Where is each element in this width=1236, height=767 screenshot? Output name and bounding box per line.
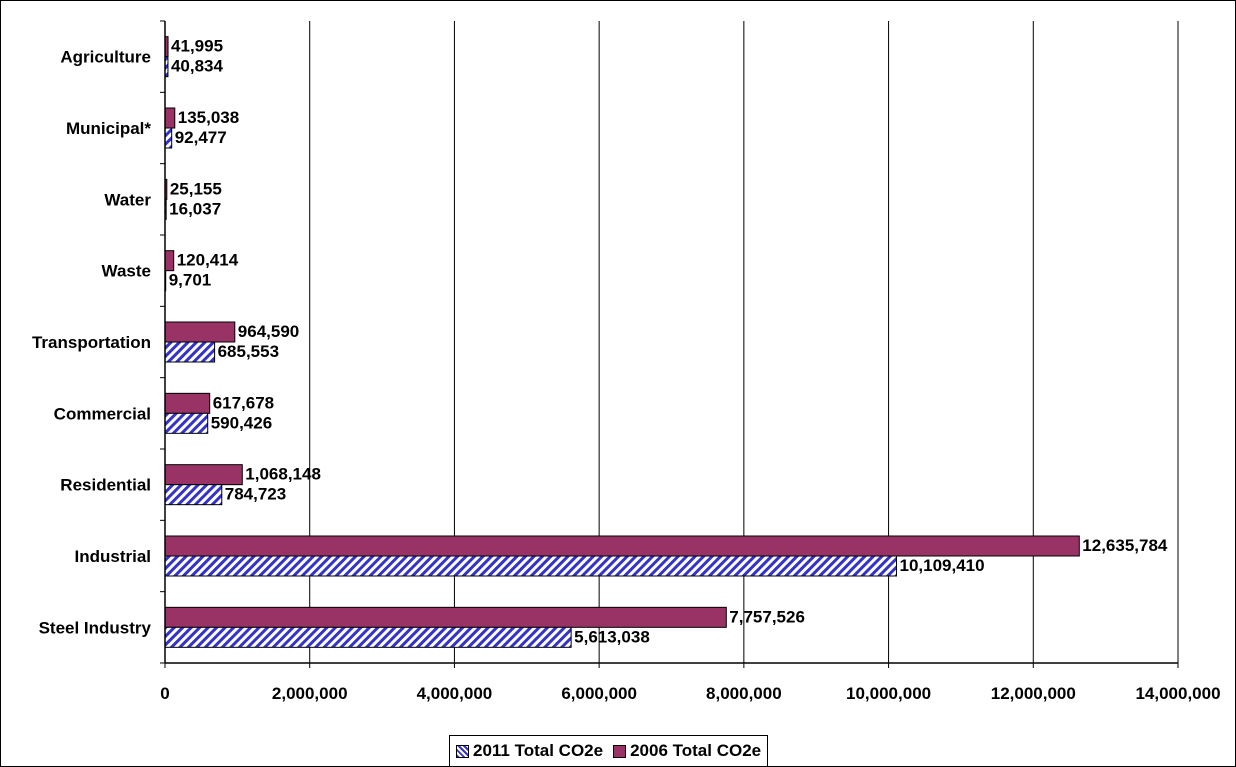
data-label-2011: 16,037: [169, 199, 221, 218]
data-label-2011: 10,109,410: [899, 556, 984, 575]
legend-swatch-2006: [613, 744, 627, 758]
data-label-2006: 1,068,148: [245, 465, 321, 484]
category-label: Transportation: [32, 333, 151, 352]
category-label: Water: [104, 190, 151, 209]
legend-entry-2011: 2011 Total CO2e: [456, 741, 603, 761]
bar-2006: [164, 107, 176, 129]
x-tick-label: 10,000,000: [846, 684, 931, 703]
data-label-2011: 590,426: [211, 413, 272, 432]
bar-2006: [164, 535, 1080, 557]
legend: 2011 Total CO2e 2006 Total CO2e: [449, 735, 769, 767]
category-label: Commercial: [54, 404, 151, 423]
legend-swatch-2011: [456, 744, 469, 758]
bar-2006: [164, 606, 727, 628]
bar-2011: [164, 341, 216, 363]
bars: [164, 36, 1080, 648]
data-label-2006: 41,995: [171, 37, 223, 56]
category-label: Municipal*: [66, 119, 151, 138]
data-label-2006: 7,757,526: [729, 607, 805, 626]
category-label: Residential: [60, 476, 151, 495]
axes: 0 2,000,000 4,000,000 6,000,000 8,000,000 10,…: [32, 20, 1221, 703]
data-label-2011: 9,701: [169, 271, 212, 290]
x-tick-label: 14,000,000: [1135, 684, 1220, 703]
bar-2011: [164, 127, 173, 149]
category-label: Industrial: [74, 547, 151, 566]
data-label-2011: 40,834: [171, 57, 224, 76]
bar-2006: [164, 250, 175, 272]
x-tick-label: 2,000,000: [272, 684, 348, 703]
x-tick-label: 12,000,000: [991, 684, 1076, 703]
data-label-2011: 685,553: [218, 342, 279, 361]
bar-2011: [164, 626, 572, 648]
bar-2011: [164, 412, 209, 434]
data-label-2011: 784,723: [225, 485, 286, 504]
data-label-2011: 5,613,038: [574, 627, 650, 646]
data-labels: 7,757,526 5,613,038 12,635,784 10,109,410 1,…: [169, 37, 1168, 647]
x-tick-label: 4,000,000: [417, 684, 493, 703]
data-label-2006: 12,635,784: [1082, 536, 1168, 555]
data-label-2006: 964,590: [238, 322, 299, 341]
x-tick-label: 8,000,000: [706, 684, 782, 703]
category-label: Steel Industry: [39, 618, 152, 637]
data-label-2006: 617,678: [213, 393, 274, 412]
legend-entry-2006: 2006 Total CO2e: [613, 741, 761, 761]
bar-2006: [164, 392, 211, 414]
legend-label-2006: 2006 Total CO2e: [630, 741, 762, 760]
data-label-2006: 25,155: [170, 179, 222, 198]
data-label-2006: 135,038: [178, 108, 239, 127]
category-label: Agriculture: [60, 48, 151, 67]
bar-2006: [164, 464, 243, 486]
legend-label-2011: 2011 Total CO2e: [473, 741, 604, 760]
bar-2011: [164, 555, 897, 577]
data-label-2011: 92,477: [175, 128, 227, 147]
x-tick-label: 6,000,000: [561, 684, 637, 703]
x-tick-label: 0: [160, 684, 169, 703]
bar-chart: 0 2,000,000 4,000,000 6,000,000 8,000,000 10,…: [32, 20, 1221, 703]
gridlines: [309, 21, 1179, 663]
bar-2011: [164, 484, 223, 506]
category-label: Waste: [102, 262, 151, 281]
bar-2006: [164, 321, 236, 343]
data-label-2006: 120,414: [177, 251, 239, 270]
